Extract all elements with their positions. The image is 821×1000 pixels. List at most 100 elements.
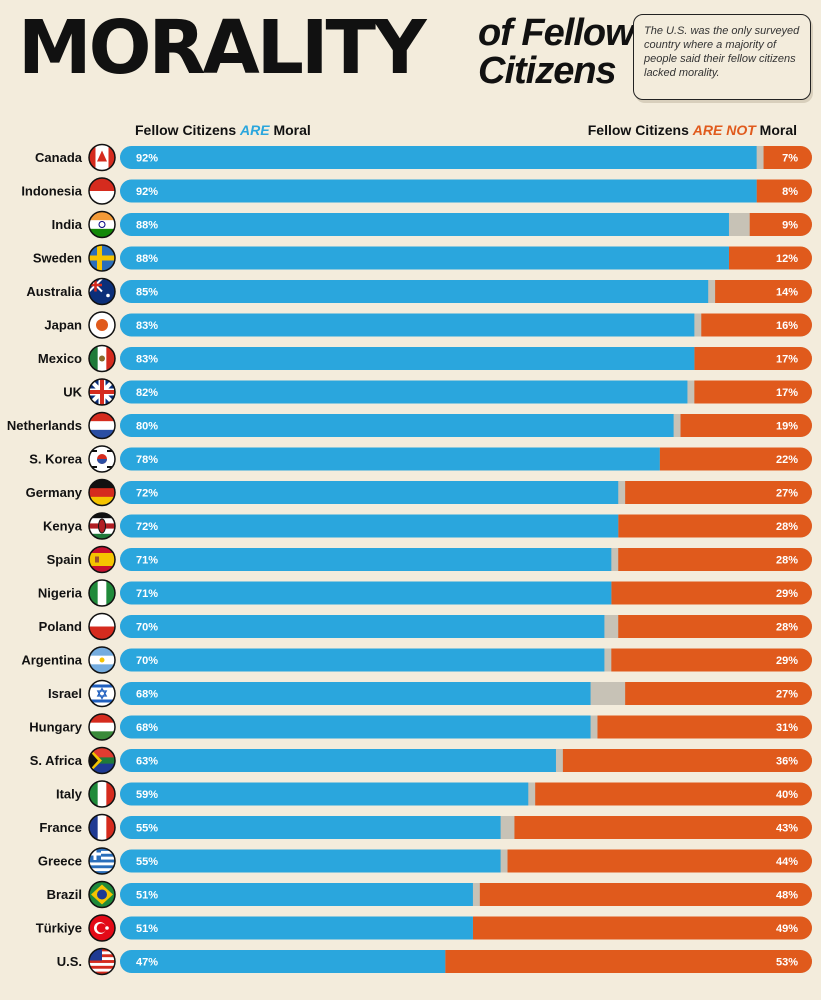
value-label-not-moral: 49% [776, 923, 798, 935]
bar-not-moral [479, 883, 812, 906]
flag-icon [89, 479, 115, 506]
flag-ring [88, 378, 116, 406]
legend-moral-suffix: Moral [269, 122, 311, 138]
bar-moral [120, 414, 674, 437]
value-label-not-moral: 31% [776, 722, 798, 734]
flag-ring [88, 713, 116, 741]
flag-ring [88, 210, 116, 239]
flag-icon [89, 513, 115, 539]
legend-moral: Fellow Citizens ARE Moral [135, 122, 311, 138]
flag-icon [89, 848, 115, 874]
value-label-not-moral: 27% [776, 488, 798, 500]
chart-row: Canada 92% 7% [35, 143, 812, 172]
chart-row: Greece 55% 44% [38, 847, 812, 875]
bar-moral [120, 280, 709, 303]
flag-icon [89, 948, 115, 975]
bar-moral [120, 447, 660, 471]
flag-ring [88, 311, 116, 339]
bar-moral [120, 380, 688, 404]
chart-row: Indonesia 92% 8% [21, 177, 812, 205]
flag-icon [89, 881, 115, 908]
bar-moral [120, 179, 757, 203]
legend-not-moral-highlight: ARE NOT [692, 122, 756, 138]
bar-not-moral [535, 782, 812, 806]
chart-row: Israel 68% 27% [48, 679, 812, 708]
flag-ring [88, 746, 116, 775]
chart-row: Spain 71% 28% [47, 545, 812, 574]
bar-not-moral [680, 414, 812, 437]
flag-ring [88, 411, 116, 440]
country-label: Germany [26, 485, 83, 500]
flag-ring [88, 445, 116, 473]
value-label-moral: 82% [136, 387, 158, 399]
flag-ring [88, 947, 116, 976]
bar-not-moral [597, 715, 812, 739]
chart-row: Argentina 70% 29% [21, 646, 812, 674]
bar-moral [120, 816, 501, 839]
bar-moral [120, 347, 695, 370]
value-label-moral: 72% [136, 521, 158, 533]
value-label-moral: 51% [136, 923, 158, 935]
bar-not-moral [445, 950, 812, 973]
chart-row: Australia 85% 14% [26, 277, 812, 306]
value-label-not-moral: 17% [776, 354, 798, 366]
country-label: U.S. [57, 954, 82, 969]
header: MORALITY of Fellow Citizens The U.S. was… [0, 0, 821, 112]
bar-not-moral [749, 213, 812, 236]
flag-ring [88, 646, 116, 674]
bar-moral [120, 916, 473, 940]
flag-ring [88, 813, 116, 842]
legend-not-moral-suffix: Moral [755, 122, 797, 138]
country-label: Sweden [33, 251, 82, 266]
value-label-not-moral: 44% [776, 856, 798, 868]
country-label: UK [63, 385, 82, 400]
country-label: Indonesia [21, 184, 82, 199]
bar-not-moral [507, 849, 812, 873]
value-label-moral: 63% [136, 756, 158, 768]
flag-ring [88, 914, 116, 942]
bar-not-moral [618, 615, 812, 638]
bar-moral [120, 146, 757, 169]
value-label-not-moral: 28% [776, 521, 798, 533]
bar-not-moral [763, 146, 812, 169]
flag-icon [89, 714, 115, 740]
bar-moral [120, 950, 446, 973]
flag-icon [89, 647, 115, 673]
chart-row: Netherlands 80% 19% [7, 411, 812, 440]
bar-not-moral [728, 246, 812, 270]
chart-row: S. Korea 78% 22% [29, 445, 812, 473]
value-label-not-moral: 29% [776, 655, 798, 667]
chart-row: Sweden 88% 12% [33, 244, 812, 272]
bar-moral [120, 313, 695, 337]
bar-moral [120, 883, 473, 906]
value-label-not-moral: 9% [782, 220, 798, 232]
country-label: Brazil [47, 887, 82, 902]
chart-row: India 88% 9% [52, 210, 812, 239]
country-label: Australia [26, 284, 82, 299]
flag-icon [89, 345, 115, 372]
bar-moral [120, 581, 612, 605]
bar-not-moral [618, 548, 812, 571]
country-label: S. Korea [29, 452, 83, 467]
chart-row: S. Africa 63% 36% [30, 746, 812, 775]
legend-moral-highlight: ARE [240, 122, 270, 138]
flag-ring [88, 847, 116, 875]
country-label: Nigeria [38, 586, 83, 601]
value-label-moral: 83% [136, 354, 158, 366]
chart-row: U.S. 47% 53% [57, 947, 812, 976]
value-label-not-moral: 53% [776, 957, 798, 969]
bar-not-moral [694, 347, 812, 370]
value-label-moral: 47% [136, 957, 158, 969]
value-label-moral: 88% [136, 253, 158, 265]
legend-not-moral-prefix: Fellow Citizens [587, 122, 693, 138]
flag-ring [88, 478, 116, 507]
value-label-not-moral: 48% [776, 890, 798, 902]
flag-icon [89, 613, 115, 640]
value-label-moral: 55% [136, 823, 158, 835]
bar-moral [120, 648, 605, 672]
value-label-moral: 72% [136, 488, 158, 500]
value-label-moral: 55% [136, 856, 158, 868]
value-label-moral: 78% [136, 454, 158, 466]
value-label-not-moral: 12% [776, 253, 798, 265]
